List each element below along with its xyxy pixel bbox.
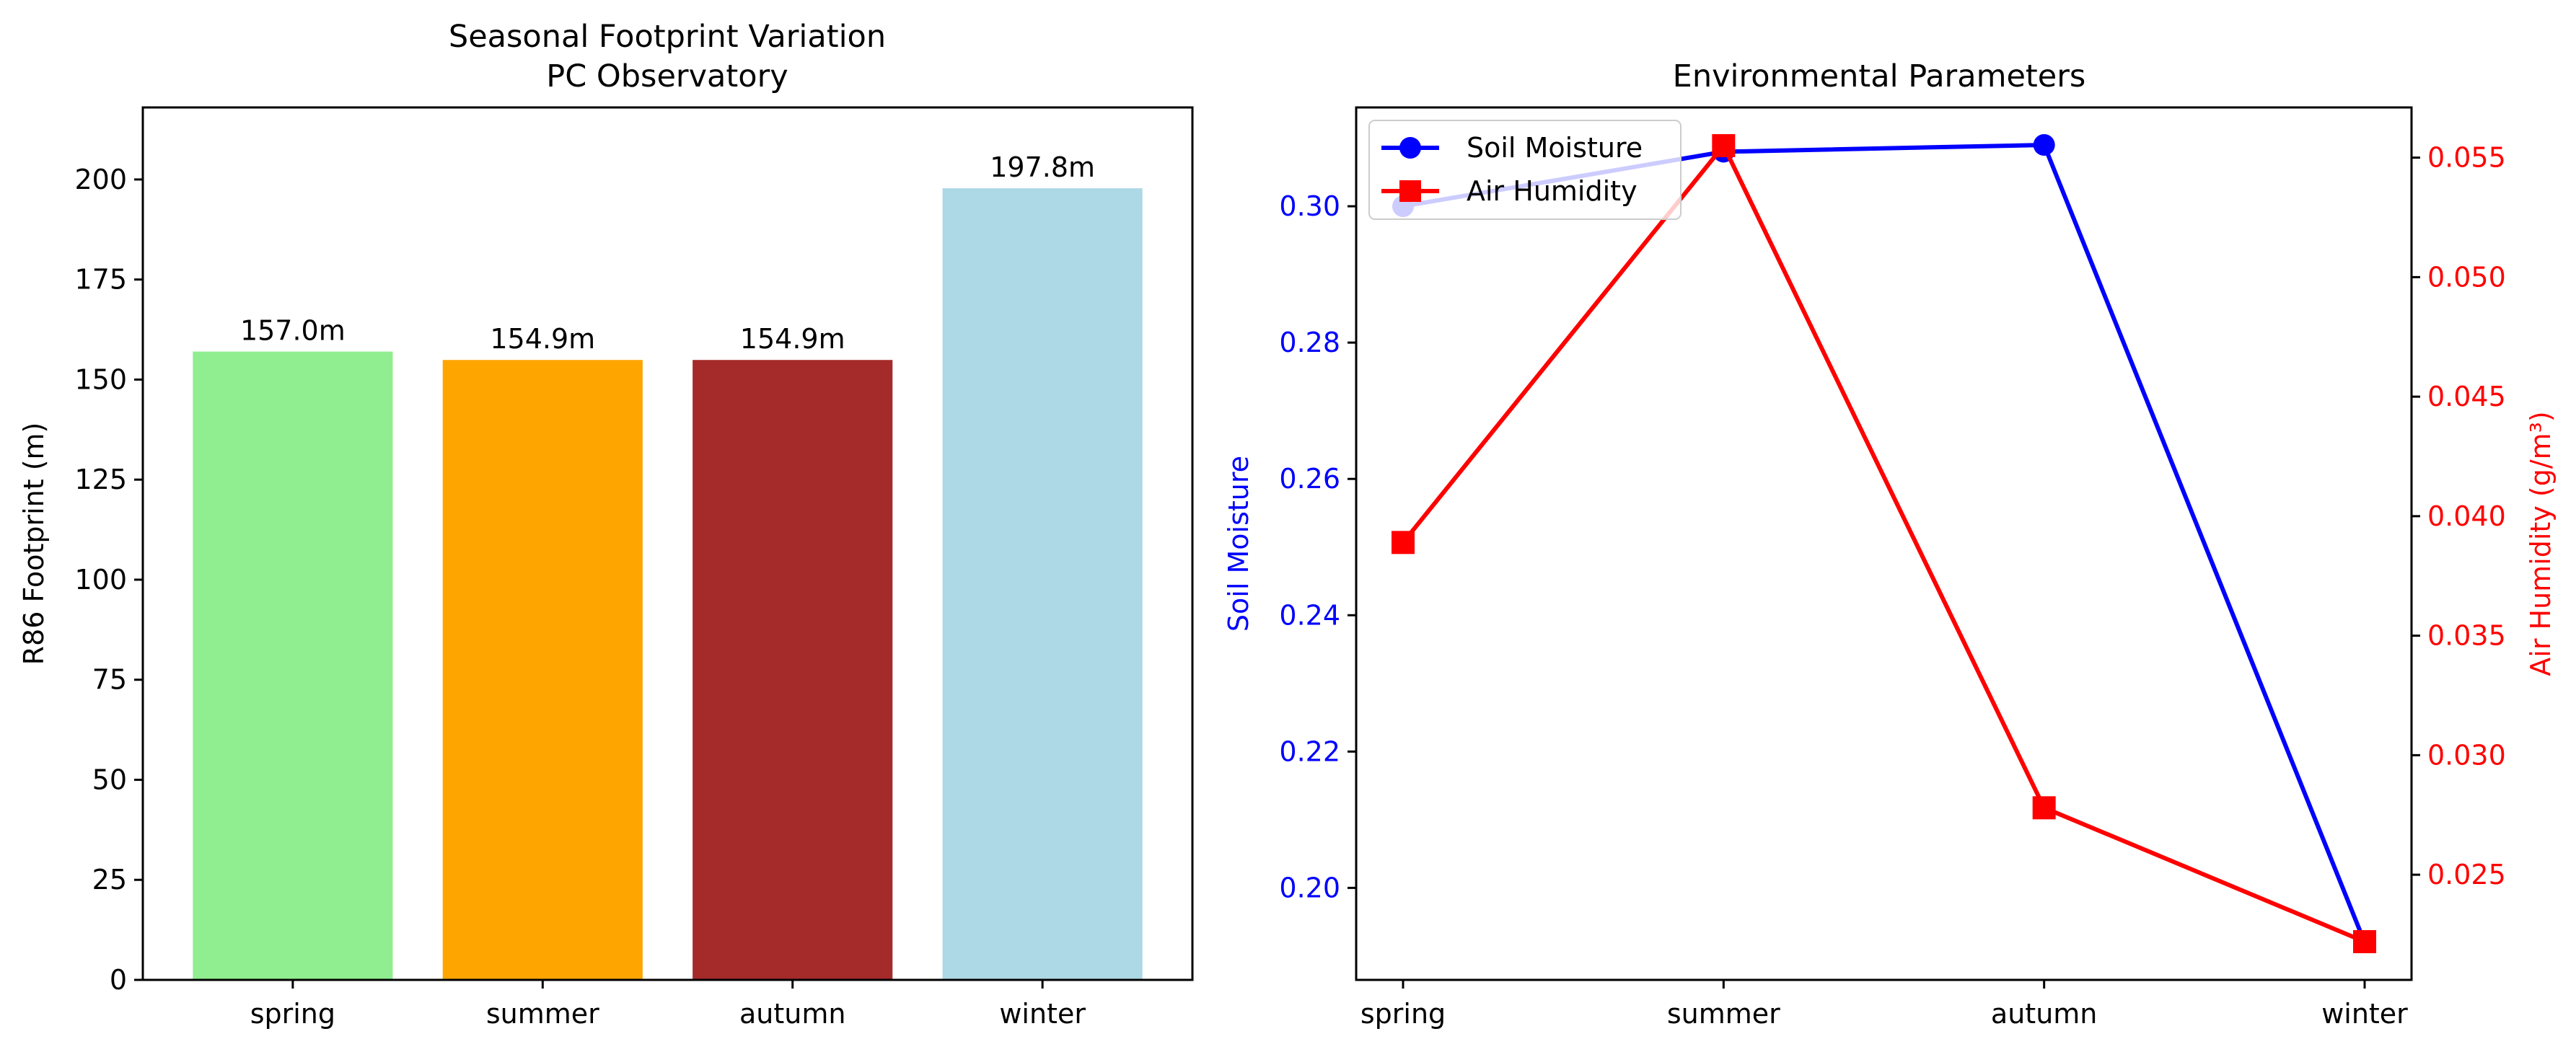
- y-tick-label: 25: [92, 864, 127, 896]
- chart2-legend: Soil Moisture Air Humidity: [1368, 120, 1682, 220]
- left-y-tick-label: 0.28: [1279, 327, 1340, 358]
- chart1-bars: 157.0m 154.9m 154.9m 197.8m: [193, 151, 1143, 980]
- y-tick-label: 50: [92, 764, 127, 795]
- y-tick-label: 200: [74, 164, 127, 195]
- right-y-tick-label: 0.050: [2427, 261, 2506, 293]
- line-air-humidity: [1401, 143, 2366, 944]
- chart2-axes-frame: [1355, 106, 2413, 981]
- bar-autumn: [693, 360, 893, 980]
- right-y-tick-label: 0.025: [2427, 859, 2506, 890]
- legend-air-humidity-label: Air Humidity: [1467, 175, 1638, 207]
- left-y-tick-label: 0.24: [1279, 599, 1340, 631]
- left-y-tick-label: 0.30: [1279, 190, 1340, 222]
- line-soil-moisture: [1402, 142, 2367, 944]
- left-y-tick-label: 0.20: [1279, 872, 1340, 903]
- y-tick-label: 175: [74, 264, 127, 296]
- chart1-y-axis-label: R86 Footprint (m): [18, 423, 50, 666]
- point-air-humidity-autumn: [2032, 796, 2056, 820]
- x-tick-label-winter: winter: [2321, 998, 2408, 1030]
- chart2-left-y-axis-label: Soil Moisture: [1223, 456, 1254, 632]
- bar-winter: [942, 188, 1143, 980]
- y-tick-label: 100: [74, 564, 127, 596]
- y-tick-label: 0: [110, 964, 127, 996]
- x-tick-label-spring: spring: [1360, 998, 1446, 1030]
- x-tick-label-summer: summer: [486, 998, 599, 1030]
- y-tick-label: 125: [74, 464, 127, 495]
- chart2-right-y-ticks: 0.025 0.030 0.035 0.040 0.045 0.050 0.055: [2412, 142, 2506, 890]
- bar-value-label-summer: 154.9m: [490, 323, 595, 355]
- chart1-x-ticks: spring summer autumn winter: [250, 980, 1086, 1030]
- chart2-series: [1392, 133, 2376, 954]
- left-y-tick-label: 0.22: [1279, 735, 1340, 767]
- bar-value-label-spring: 157.0m: [240, 315, 346, 347]
- chart2-right-y-axis-label: Air Humidity (g/m³): [2525, 411, 2557, 676]
- point-soil-moisture-autumn: [2033, 133, 2055, 156]
- legend-box: [1368, 120, 1682, 220]
- right-y-tick-label: 0.055: [2427, 142, 2506, 174]
- y-tick-label: 150: [74, 363, 127, 395]
- chart1-y-ticks: 0 25 50 75 100 125 150 175 200: [74, 164, 143, 996]
- right-y-tick-label: 0.045: [2427, 381, 2506, 412]
- x-tick-label-spring: spring: [250, 998, 335, 1030]
- x-tick-label-winter: winter: [999, 998, 1086, 1030]
- chart2-left-y-ticks: 0.20 0.22 0.24 0.26 0.28 0.30: [1279, 190, 1356, 903]
- x-tick-label-autumn: autumn: [739, 998, 845, 1030]
- bar-value-label-autumn: 154.9m: [740, 323, 845, 355]
- chart1-axes-frame: [141, 106, 1194, 981]
- footprint-bar-chart: Seasonal Footprint Variation PC Observat…: [18, 19, 1194, 1030]
- chart2-x-ticks: spring summer autumn winter: [1360, 980, 2408, 1030]
- point-air-humidity-summer: [1712, 134, 1736, 158]
- right-y-tick-label: 0.040: [2427, 500, 2506, 532]
- bar-summer: [442, 360, 643, 980]
- legend-air-humidity-marker: [1399, 180, 1421, 202]
- y-tick-label: 75: [92, 664, 127, 696]
- legend-soil-moisture-marker: [1399, 137, 1421, 159]
- chart1-title-line2: PC Observatory: [546, 58, 788, 94]
- x-tick-label-summer: summer: [1667, 998, 1780, 1030]
- left-y-tick-label: 0.26: [1279, 463, 1340, 495]
- bar-value-label-winter: 197.8m: [990, 151, 1095, 183]
- right-y-tick-label: 0.030: [2427, 739, 2506, 771]
- environmental-line-chart: Environmental Parameters 0.200.220.240.2…: [1223, 58, 2557, 1030]
- bar-spring: [193, 351, 393, 980]
- legend-soil-moisture-label: Soil Moisture: [1467, 132, 1643, 164]
- chart2-title: Environmental Parameters: [1673, 58, 2086, 94]
- point-air-humidity-winter: [2353, 929, 2376, 953]
- right-y-tick-label: 0.035: [2427, 620, 2506, 652]
- x-tick-label-autumn: autumn: [1991, 998, 2097, 1030]
- chart1-title-line1: Seasonal Footprint Variation: [449, 19, 886, 55]
- point-air-humidity-spring: [1392, 531, 1415, 554]
